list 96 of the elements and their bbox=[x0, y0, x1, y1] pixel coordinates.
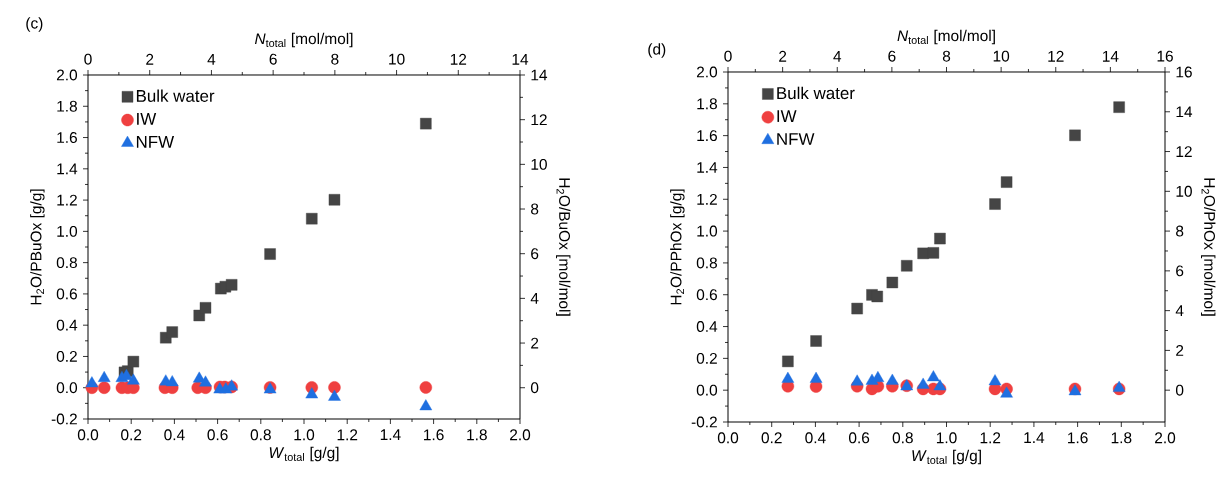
x2-tick-label: 0 bbox=[724, 50, 732, 62]
y-tick-label: 1.2 bbox=[57, 194, 77, 206]
y-tick-label: 0.2 bbox=[56, 350, 77, 362]
y2-tick-label: 6 bbox=[531, 248, 539, 260]
x-tick-label: 2.0 bbox=[1155, 432, 1176, 444]
y2-tick-label: 6 bbox=[1176, 265, 1184, 277]
x2-tick-label: 0 bbox=[84, 53, 92, 65]
y-tick-label: -0.2 bbox=[691, 416, 717, 428]
y2-axis-title: H$_{2}$O/PhOx [mol/mol] bbox=[1201, 178, 1216, 316]
y-tick-label: 0.4 bbox=[56, 319, 78, 331]
x2-tick-label: 2 bbox=[779, 50, 787, 62]
y-tick-label: 0.2 bbox=[696, 352, 717, 364]
x2-tick-label: 6 bbox=[269, 53, 277, 65]
x-tick-label: 1.4 bbox=[380, 429, 401, 440]
y-tick-label: 0.0 bbox=[56, 382, 78, 394]
y2-tick-label: 10 bbox=[1176, 185, 1192, 197]
x-tick-label: 0.6 bbox=[848, 432, 870, 444]
y2-tick-label: 14 bbox=[531, 69, 548, 81]
y2-tick-label: 2 bbox=[531, 337, 539, 349]
x-tick-label: 1.2 bbox=[980, 432, 1001, 444]
y-tick-label: 0.6 bbox=[56, 288, 77, 300]
y-tick-label: 2.0 bbox=[696, 66, 718, 78]
y2-tick-label: 8 bbox=[1176, 225, 1184, 237]
legend-label: Bulk water bbox=[136, 89, 215, 102]
x-tick-label: 1.6 bbox=[424, 429, 444, 441]
x2-tick-label: 12 bbox=[450, 53, 467, 65]
x2-tick-label: 16 bbox=[1157, 50, 1173, 62]
x2-tick-label: 4 bbox=[207, 54, 216, 65]
y2-tick-label: 0 bbox=[1175, 384, 1184, 396]
x2-tick-label: 10 bbox=[389, 53, 405, 65]
legend-label: IW bbox=[777, 110, 797, 122]
x2-tick-label: 6 bbox=[888, 50, 896, 62]
y2-tick-label: 12 bbox=[531, 114, 547, 126]
y-tick-label: 1.8 bbox=[697, 98, 717, 110]
text: (c) bbox=[26, 17, 43, 32]
x-tick-label: 1.8 bbox=[467, 429, 487, 441]
y2-tick-label: 8 bbox=[531, 203, 539, 215]
y2-tick-label: 14 bbox=[1176, 106, 1193, 118]
y-tick-label: -0.2 bbox=[51, 413, 77, 425]
y-tick-label: 0.8 bbox=[56, 257, 77, 269]
x-tick-label: 1.2 bbox=[337, 429, 358, 441]
y2-tick-label: 4 bbox=[530, 293, 539, 304]
x2-tick-label: 14 bbox=[512, 54, 529, 65]
x2-tick-label: 4 bbox=[833, 51, 842, 62]
y-axis-title: H$_{2}$O/PBuOx [g/g] bbox=[30, 189, 45, 305]
y-tick-label: 0.6 bbox=[696, 289, 717, 301]
y-tick-label: 1.4 bbox=[57, 163, 78, 175]
x2-tick-label: 12 bbox=[1048, 50, 1064, 62]
x-axis-title: W$_{total}$ [g/g] bbox=[912, 449, 981, 465]
x-tick-label: 0.0 bbox=[717, 432, 739, 444]
y2-axis-title: H$_{2}$O/BuOx [mol/mol] bbox=[556, 178, 571, 316]
x-tick-label: 1.8 bbox=[1111, 432, 1132, 444]
x-tick-label: 0.6 bbox=[207, 429, 228, 441]
y-tick-label: 2.0 bbox=[56, 69, 78, 81]
y-tick-label: 0.8 bbox=[696, 257, 717, 269]
legend-label: NFW bbox=[136, 136, 175, 148]
x-tick-label: 1.6 bbox=[1068, 432, 1088, 444]
x2-tick-label: 2 bbox=[146, 53, 154, 65]
text: (d) bbox=[648, 43, 666, 58]
x-tick-label: 1.4 bbox=[1024, 432, 1045, 443]
legend-label: Bulk water bbox=[777, 86, 855, 100]
x-tick-label: 0.0 bbox=[77, 429, 99, 441]
x2-tick-label: 8 bbox=[331, 53, 339, 65]
y2-tick-label: 12 bbox=[1176, 146, 1192, 157]
y2-tick-label: 10 bbox=[531, 158, 547, 170]
x-tick-label: 0.8 bbox=[250, 429, 271, 441]
x-tick-label: 2.0 bbox=[510, 429, 531, 441]
y-tick-label: 1.6 bbox=[697, 130, 717, 142]
y-tick-label: 0.0 bbox=[696, 384, 718, 396]
x2-axis-title: N$_{total}$ [mol/mol] bbox=[897, 29, 995, 45]
y2-tick-label: 16 bbox=[1176, 66, 1192, 78]
x-tick-label: 0.2 bbox=[761, 432, 782, 444]
y-axis-title: H$_{2}$O/PPhOx [g/g] bbox=[670, 189, 685, 305]
x-tick-label: 0.8 bbox=[892, 432, 913, 444]
x2-axis-title: N$_{total}$ [mol/mol] bbox=[254, 32, 353, 48]
x-tick-label: 1.0 bbox=[294, 429, 315, 441]
y2-tick-label: 2 bbox=[1176, 345, 1184, 356]
y-tick-label: 1.0 bbox=[57, 225, 78, 237]
y-tick-label: 1.6 bbox=[57, 132, 77, 144]
legend-label: IW bbox=[137, 113, 157, 125]
y-tick-label: 1.8 bbox=[57, 100, 77, 112]
x2-tick-label: 14 bbox=[1102, 51, 1119, 62]
y-tick-label: 1.2 bbox=[697, 193, 717, 205]
y-tick-label: 1.0 bbox=[697, 225, 718, 237]
x2-tick-label: 8 bbox=[942, 50, 951, 62]
x-tick-label: 0.4 bbox=[805, 432, 826, 444]
y-tick-label: 1.4 bbox=[697, 162, 718, 173]
x-tick-label: 0.4 bbox=[164, 429, 185, 441]
y2-tick-label: 0 bbox=[530, 382, 539, 394]
y-tick-label: 0.4 bbox=[696, 321, 718, 333]
x-tick-label: 1.0 bbox=[936, 432, 957, 444]
legend-label: NFW bbox=[777, 133, 815, 145]
x2-tick-label: 10 bbox=[993, 50, 1010, 62]
x-axis-title: W$_{total}$ [g/g] bbox=[269, 446, 339, 462]
y2-tick-label: 4 bbox=[1175, 305, 1184, 316]
x-tick-label: 0.2 bbox=[121, 429, 142, 441]
